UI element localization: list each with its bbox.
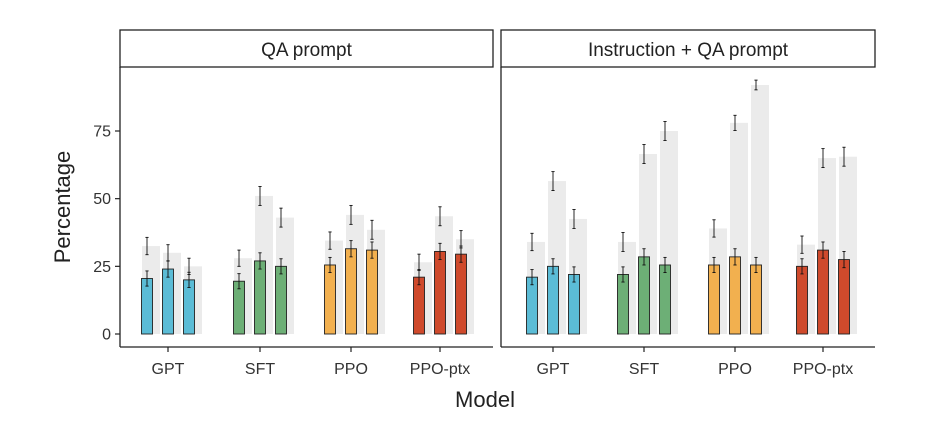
bar-group-ppo-ptx bbox=[796, 146, 857, 335]
bar bbox=[345, 248, 357, 335]
bar bbox=[254, 260, 266, 335]
bar bbox=[141, 278, 153, 335]
bar bbox=[838, 259, 850, 335]
background-error-bar bbox=[663, 121, 667, 141]
error-bar bbox=[821, 241, 825, 259]
y-tick-label: 75 bbox=[93, 124, 111, 141]
background-error-bar bbox=[370, 219, 374, 240]
bar bbox=[366, 249, 378, 335]
error-bar bbox=[459, 245, 463, 263]
bar bbox=[455, 253, 467, 335]
y-tick-label: 0 bbox=[102, 327, 111, 344]
facet-title: QA prompt bbox=[261, 40, 353, 61]
x-tick-label: GPT bbox=[152, 361, 185, 378]
error-bar bbox=[145, 270, 149, 287]
x-tick-label: GPT bbox=[537, 361, 570, 378]
bar bbox=[750, 264, 762, 335]
bar bbox=[324, 264, 336, 335]
bar bbox=[413, 276, 425, 335]
bar-group-ppo-ptx bbox=[413, 206, 474, 335]
bar bbox=[617, 274, 629, 335]
background-error-bar bbox=[328, 231, 332, 250]
bar bbox=[568, 274, 580, 335]
bar bbox=[638, 256, 650, 335]
facet-strip bbox=[500, 29, 876, 68]
background-error-bar bbox=[279, 207, 283, 228]
x-tick-label: SFT bbox=[629, 361, 659, 378]
panel-qa-prompt: QA prompt 0 25 50 75 GPT SFT PPO PPO-ptx bbox=[93, 29, 494, 378]
error-bar bbox=[754, 256, 758, 274]
error-bar bbox=[800, 258, 804, 275]
error-bar bbox=[842, 250, 846, 269]
error-bar bbox=[712, 256, 716, 274]
y-tick-label: 25 bbox=[93, 259, 111, 276]
bar bbox=[796, 265, 808, 335]
error-bar bbox=[663, 256, 667, 274]
x-tick-label: PPO-ptx bbox=[410, 361, 470, 378]
y-tick-label: 50 bbox=[93, 191, 111, 208]
bar bbox=[729, 256, 741, 335]
error-bar bbox=[370, 241, 374, 259]
y-axis-title: Percentage bbox=[50, 151, 75, 264]
background-error-bar bbox=[733, 114, 737, 131]
error-bar bbox=[642, 248, 646, 266]
error-bar bbox=[258, 252, 262, 270]
bar-group-ppo bbox=[708, 79, 769, 335]
bar bbox=[275, 265, 287, 335]
x-tick-label: SFT bbox=[245, 361, 275, 378]
bar-group-gpt bbox=[141, 236, 202, 335]
bar bbox=[708, 264, 720, 335]
error-bar bbox=[438, 242, 442, 261]
error-bar bbox=[621, 266, 625, 283]
bar bbox=[434, 250, 446, 335]
error-bar bbox=[572, 266, 576, 283]
error-bar bbox=[530, 269, 534, 286]
background-error-bar bbox=[572, 209, 576, 229]
bar bbox=[183, 279, 195, 335]
bar bbox=[526, 276, 538, 335]
bar-group-sft bbox=[233, 186, 294, 335]
bar-group-ppo bbox=[324, 204, 385, 335]
facet-title: Instruction + QA prompt bbox=[588, 40, 789, 61]
x-tick-label: PPO bbox=[334, 361, 368, 378]
bar bbox=[547, 265, 559, 335]
background-error-bar bbox=[642, 144, 646, 164]
background-error-bar bbox=[712, 219, 716, 238]
panel-instruction-qa-prompt: Instruction + QA prompt GPT SFT PPO PPO-ptx bbox=[500, 29, 876, 378]
error-bar bbox=[733, 248, 737, 266]
background-error-bar bbox=[258, 186, 262, 206]
background-error-bar bbox=[621, 232, 625, 252]
error-bar bbox=[166, 260, 170, 278]
error-bar bbox=[349, 240, 353, 258]
bar-group-gpt bbox=[526, 171, 587, 335]
background-error-bar bbox=[237, 249, 241, 267]
error-bar bbox=[237, 273, 241, 290]
background-error-bar bbox=[349, 204, 353, 225]
error-bar bbox=[187, 271, 191, 288]
bar bbox=[659, 264, 671, 335]
background-error-bar bbox=[530, 232, 534, 252]
bar bbox=[162, 268, 174, 335]
error-bar bbox=[279, 258, 283, 275]
background-error-bar bbox=[145, 236, 149, 256]
error-bar bbox=[328, 256, 332, 274]
error-bar bbox=[551, 258, 555, 275]
background-error-bar bbox=[438, 206, 442, 227]
facet-strip bbox=[119, 29, 494, 68]
background-error-bar bbox=[754, 79, 758, 91]
bar-group-sft bbox=[617, 121, 678, 335]
x-axis-title: Model bbox=[455, 387, 515, 412]
bar bbox=[817, 249, 829, 335]
background-error-bar bbox=[800, 235, 804, 254]
error-bar bbox=[417, 269, 421, 286]
background-error-bar bbox=[821, 148, 825, 168]
background-error-bar bbox=[551, 171, 555, 191]
x-tick-label: PPO-ptx bbox=[793, 361, 853, 378]
x-tick-label: PPO bbox=[718, 361, 752, 378]
background-error-bar bbox=[842, 146, 846, 167]
